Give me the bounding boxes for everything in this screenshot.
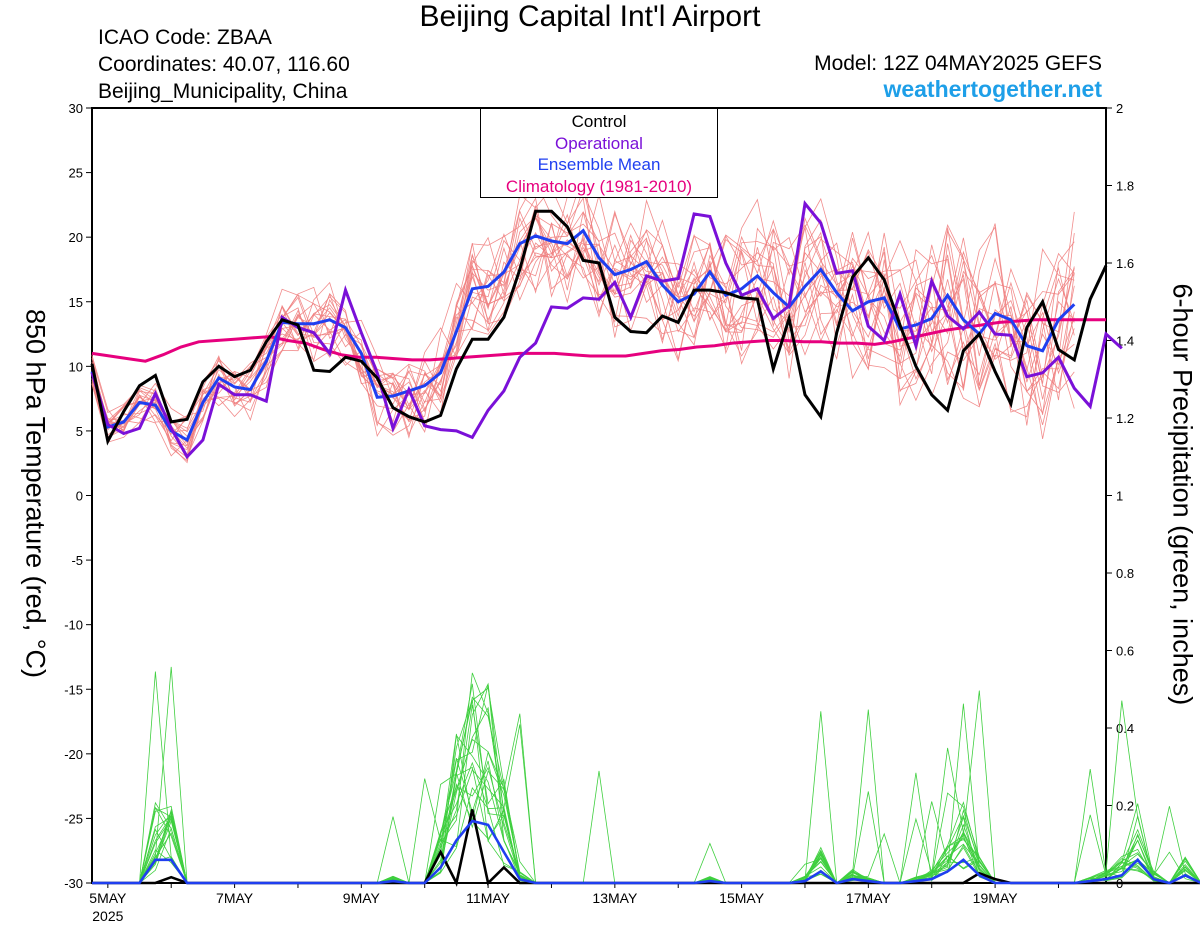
y-left-tick-label: 0 <box>76 489 83 504</box>
x-tick-sublabel: 2025 <box>92 908 123 924</box>
precip-member-line <box>92 666 1200 884</box>
y-right-tick-label: 1.6 <box>1116 256 1134 271</box>
precip-member-line <box>92 711 1200 884</box>
y-axis-right-label: 6-hour Precipitation (green, inches) <box>1167 283 1198 706</box>
x-tick-label: 5MAY <box>89 890 127 906</box>
y-right-tick-label: 0.2 <box>1116 799 1134 814</box>
precip-member-line <box>92 738 1200 884</box>
y-left-tick-label: -30 <box>64 876 83 891</box>
ensemble-member-line <box>91 222 1075 457</box>
precip-member-line <box>92 766 1200 884</box>
y-right-tick-label: 1.8 <box>1116 179 1134 194</box>
ensemble-member-line <box>91 213 1075 433</box>
y-left-tick-label: -25 <box>64 811 83 826</box>
ensemble-member-line <box>91 197 1075 439</box>
precip-member-line <box>92 724 1200 884</box>
y-left-tick-label: 30 <box>69 101 83 116</box>
y-right-tick-label: 1.2 <box>1116 411 1134 426</box>
y-right-tick-label: 0.4 <box>1116 721 1134 736</box>
y-right-tick-label: 1 <box>1116 489 1123 504</box>
precip-member-line <box>92 733 1200 884</box>
ensemble-member-line <box>91 187 1075 442</box>
x-tick-label: 11MAY <box>466 890 510 906</box>
x-tick-label: 19MAY <box>973 890 1019 906</box>
precip-member-line <box>92 703 1200 884</box>
y-right-tick-label: 2 <box>1116 101 1123 116</box>
precip-control-line <box>92 809 1200 887</box>
precip-member-line <box>92 696 1200 884</box>
ensemble-member-line <box>91 233 1075 458</box>
model-run: Model: 12Z 04MAY2025 GEFS <box>814 52 1102 75</box>
icao-code: ICAO Code: ZBAA <box>98 26 272 49</box>
precip-member-line <box>92 687 1200 884</box>
y-left-tick-label: -10 <box>64 618 83 633</box>
legend-clim: Climatology (1981-2010) <box>505 176 693 196</box>
legend-operational: Operational <box>555 133 643 153</box>
series-control-line <box>90 209 1108 446</box>
coordinates: Coordinates: 40.07, 116.60 <box>98 53 350 76</box>
precip-member-line <box>92 699 1200 884</box>
y-left-tick-label: 10 <box>69 359 83 374</box>
legend-mean: Ensemble Mean <box>537 155 661 174</box>
x-tick-label: 15MAY <box>719 890 765 906</box>
y-left-tick-label: -5 <box>71 553 83 568</box>
chart-title: Beijing Capital Int'l Airport <box>419 0 761 33</box>
plot-frame <box>91 107 1107 884</box>
y-left-tick-label: -20 <box>64 747 83 762</box>
precip-mean-line <box>92 819 1200 885</box>
x-tick-label: 13MAY <box>592 890 638 906</box>
y-left-tick-label: 5 <box>76 424 83 439</box>
legend: Control Operational Ensemble Mean Climat… <box>480 108 718 198</box>
ensemble-member-line <box>91 227 1075 438</box>
y-axis-left-label: 850 hPa Temperature (red, °C) <box>20 309 51 678</box>
precip-member-line <box>92 761 1200 884</box>
legend-control: Control <box>571 112 627 131</box>
precip-member-line <box>92 769 1200 884</box>
precip-member-line <box>92 747 1200 884</box>
precip-member-line <box>92 704 1200 884</box>
y-left-tick-label: -15 <box>64 682 83 697</box>
y-left-tick-label: 20 <box>69 230 83 245</box>
site-link[interactable]: weathertogether.net <box>883 76 1102 102</box>
precip-member-line <box>92 768 1200 884</box>
y-right-tick-label: 0.6 <box>1116 644 1134 659</box>
x-tick-label: 7MAY <box>216 890 254 906</box>
y-left-tick-label: 25 <box>69 166 83 181</box>
precip-member-line <box>92 700 1200 884</box>
y-right-tick-label: 0.8 <box>1116 566 1134 581</box>
precip-member-line <box>92 682 1200 884</box>
precip-member-line <box>92 671 1200 884</box>
precip-member-line <box>92 672 1200 884</box>
x-tick-label: 9MAY <box>343 890 381 906</box>
y-right-tick-label: 1.4 <box>1116 334 1134 349</box>
x-tick-label: 17MAY <box>846 890 892 906</box>
series-clim-line <box>91 318 1106 363</box>
region: Beijing_Municipality, China <box>98 80 348 103</box>
precip-member-line <box>92 683 1200 884</box>
y-left-tick-label: 15 <box>69 295 83 310</box>
ensemble-member-line <box>91 179 1075 451</box>
ensemble-member-line <box>91 197 1075 464</box>
